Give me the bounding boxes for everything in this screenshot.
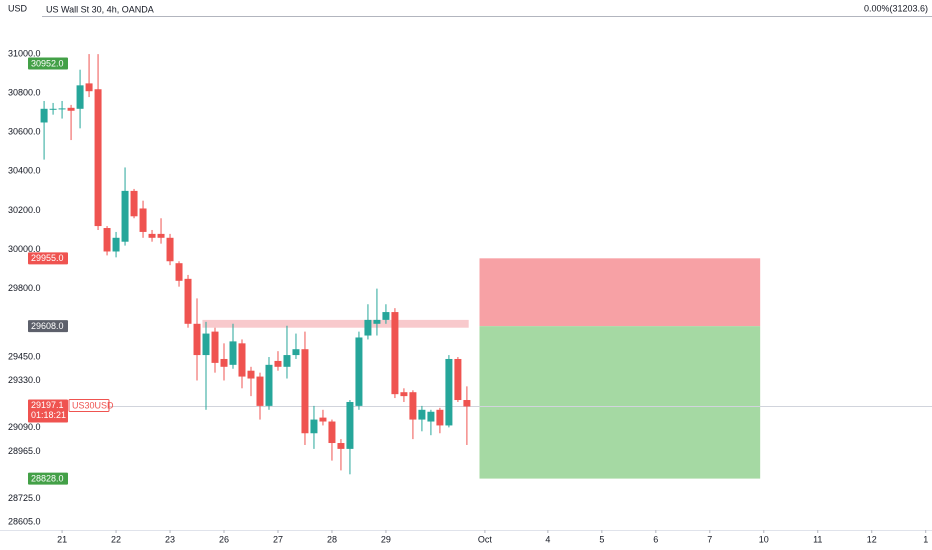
x-tick-label: 11	[813, 534, 822, 544]
candle-body	[148, 233, 156, 238]
candle-body	[220, 358, 228, 367]
price-badge-label: 28828.0	[31, 473, 64, 483]
x-tick-label: 21	[57, 534, 67, 544]
x-tick-label: 1	[923, 534, 928, 544]
candle-body	[67, 107, 75, 111]
symbol-badge	[68, 398, 110, 412]
chart-title: US Wall St 30, 4h, OANDA	[46, 4, 154, 14]
symbol-label: US30USD	[72, 400, 114, 410]
stop-box	[479, 258, 761, 327]
candle-body	[463, 400, 471, 407]
x-tick-label: 12	[867, 534, 877, 544]
y-tick-label: 29090.0	[8, 422, 41, 432]
candle-body	[184, 278, 192, 324]
price-badge-label: 29955.0	[31, 253, 64, 263]
x-tick-label: 7	[707, 534, 712, 544]
price-badge	[28, 57, 68, 70]
candle-body	[400, 392, 408, 397]
candle-body	[238, 343, 246, 377]
candle-body	[202, 333, 210, 356]
candle-body	[247, 370, 255, 379]
candle-body	[40, 108, 48, 123]
x-tick-label: 29	[381, 534, 391, 544]
candle-body	[310, 419, 318, 434]
y-tick-label: 30000.0	[8, 244, 41, 254]
y-tick-label: 28605.0	[8, 517, 41, 527]
candle-body	[454, 358, 462, 401]
candle-body	[139, 208, 147, 232]
y-tick-label: 29330.0	[8, 375, 41, 385]
candle-body	[301, 349, 309, 434]
y-tick-label: 28965.0	[8, 446, 41, 456]
candle-body	[76, 85, 84, 109]
candle-body	[436, 409, 444, 426]
price-badge	[28, 252, 68, 265]
current-price: 29197.1	[31, 400, 64, 410]
candle-body	[130, 190, 138, 217]
candle-body	[211, 331, 219, 363]
price-badge-label: 29608.0	[31, 321, 64, 331]
candle-body	[364, 319, 372, 336]
y-tick-label: 30200.0	[8, 205, 41, 215]
candle-body	[391, 312, 399, 395]
x-tick-label: 26	[219, 534, 229, 544]
currency: USD	[8, 3, 28, 13]
candle-body	[112, 237, 120, 252]
resistance-zone	[202, 319, 469, 328]
x-tick-label: 6	[653, 534, 658, 544]
candle-body	[94, 89, 102, 227]
candle-body	[103, 228, 111, 252]
candle-body	[229, 341, 237, 365]
x-tick-label: Oct	[478, 534, 493, 544]
y-tick-label: 29450.0	[8, 351, 41, 361]
candle-body	[49, 108, 57, 110]
y-tick-label: 30800.0	[8, 88, 41, 98]
candle-body	[427, 411, 435, 422]
candle-body	[445, 358, 453, 426]
candle-body	[58, 108, 66, 110]
candle-body	[85, 83, 93, 92]
x-tick-label: 4	[545, 534, 550, 544]
candle-body	[274, 360, 282, 367]
target-box	[479, 326, 761, 479]
candle-body	[121, 190, 129, 242]
x-tick-label: 22	[111, 534, 121, 544]
candle-body	[373, 319, 381, 324]
price-badge	[28, 320, 68, 333]
x-tick-label: 10	[759, 534, 769, 544]
y-tick-label: 30400.0	[8, 166, 41, 176]
candle-body	[319, 417, 327, 422]
y-tick-label: 30600.0	[8, 127, 41, 137]
x-tick-label: 23	[165, 534, 175, 544]
price-badge	[28, 472, 68, 485]
x-tick-label: 5	[599, 534, 604, 544]
candle-body	[157, 233, 165, 238]
candle-body	[193, 323, 201, 356]
change-label: 0.00%(31203.6)	[864, 3, 928, 13]
candle-body	[346, 401, 354, 449]
countdown: 01:18:21	[31, 410, 66, 420]
candle-body	[283, 355, 291, 367]
candle-body	[382, 312, 390, 320]
candle-body	[409, 392, 417, 420]
candle-body	[166, 237, 174, 262]
x-tick-label: 28	[327, 534, 337, 544]
y-tick-label: 28725.0	[8, 493, 41, 503]
x-tick-label: 27	[273, 534, 283, 544]
candle-body	[265, 364, 273, 406]
candle-body	[175, 263, 183, 281]
current-badge	[28, 399, 68, 423]
y-tick-label: 31000.0	[8, 48, 41, 58]
candle-body	[355, 337, 363, 406]
price-badge-label: 30952.0	[31, 58, 64, 68]
y-tick-label: 29800.0	[8, 283, 41, 293]
candle-body	[328, 421, 336, 444]
candle-body	[292, 349, 300, 356]
candle-body	[256, 376, 264, 406]
candle-body	[337, 443, 345, 449]
candle-body	[418, 409, 426, 420]
